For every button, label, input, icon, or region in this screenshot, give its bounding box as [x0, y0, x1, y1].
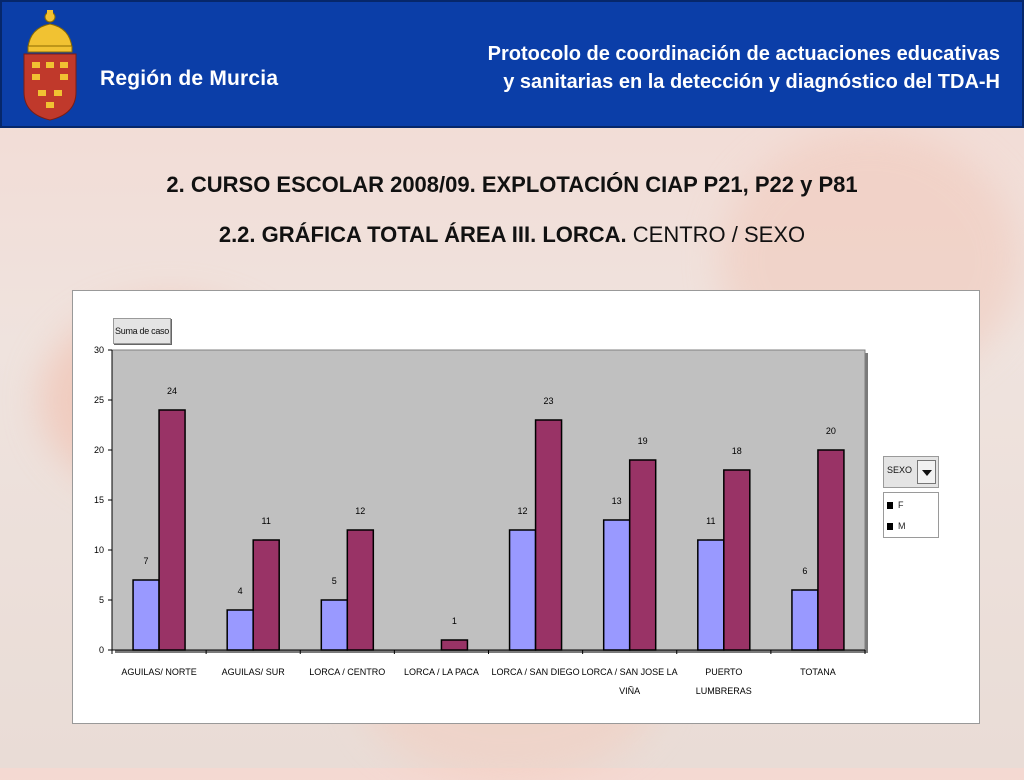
subtitle-bold: 2.2. GRÁFICA TOTAL ÁREA III. LORCA.	[218, 222, 627, 247]
y-tick-label: 25	[94, 395, 104, 405]
bar-m	[440, 639, 469, 651]
data-label: 12	[355, 506, 365, 516]
bar-m	[817, 449, 845, 651]
bar-m	[534, 419, 563, 651]
data-label: 6	[802, 566, 807, 576]
bar-m	[628, 459, 657, 651]
bar-f	[320, 599, 349, 651]
x-tick-label: TOTANA	[800, 667, 836, 677]
bar-m	[346, 529, 375, 651]
data-label: 4	[238, 586, 243, 596]
x-tick-label: PUERTO	[705, 667, 742, 677]
data-label: 7	[144, 556, 149, 566]
x-tick-label: LUMBRERAS	[696, 686, 752, 696]
logo-text: Región de Murcia	[100, 67, 279, 90]
bar-f	[508, 529, 537, 651]
header-title: Protocolo de coordinación de actuaciones…	[360, 40, 1000, 96]
data-label: 5	[332, 576, 337, 586]
legend-field-label: SEXO	[887, 465, 913, 475]
slide-header: Región de Murcia Protocolo de coordinaci…	[0, 0, 1024, 128]
data-label: 11	[262, 516, 271, 526]
bar-f	[791, 589, 819, 651]
data-label: 1	[452, 616, 457, 626]
data-field-button[interactable]: Suma de caso	[113, 318, 171, 344]
bar-m	[252, 539, 280, 651]
y-tick-label: 30	[94, 345, 104, 355]
y-tick-label: 20	[94, 445, 104, 455]
legend-field-button[interactable]: SEXO	[883, 456, 939, 488]
slide-subtitle: 2.2. GRÁFICA TOTAL ÁREA III. LORCA. CENT…	[0, 222, 1024, 248]
y-tick-label: 5	[99, 595, 104, 605]
header-title-line2: y sanitarias en la detección y diagnósti…	[503, 71, 1000, 93]
data-label: 11	[706, 516, 715, 526]
x-tick-label: LORCA / CENTRO	[309, 667, 385, 677]
bar-f	[602, 519, 631, 651]
legend-swatch-m	[887, 523, 893, 531]
x-tick-label: LORCA / LA PACA	[404, 667, 479, 677]
data-label: 19	[638, 436, 648, 446]
x-tick-label: VIÑA	[619, 686, 640, 696]
data-label: 18	[732, 446, 742, 456]
bar-m	[158, 409, 186, 651]
bar-m	[723, 469, 751, 651]
x-tick-label: AGUILAS/ NORTE	[121, 667, 196, 677]
data-label: 13	[612, 496, 622, 506]
subtitle-rest: CENTRO / SEXO	[626, 222, 806, 247]
bar-f	[226, 609, 254, 651]
legend-item-m: M	[887, 521, 906, 531]
region-logo: Región de Murcia	[20, 10, 280, 122]
chevron-down-icon[interactable]	[917, 460, 936, 484]
plot-area	[111, 349, 866, 651]
header-title-line1: Protocolo de coordinación de actuaciones…	[487, 43, 1000, 65]
data-label: 23	[544, 396, 554, 406]
x-tick-label: AGUILAS/ SUR	[222, 667, 286, 677]
x-tick-label: LORCA / SAN DIEGO	[492, 667, 580, 677]
bar-f	[697, 539, 725, 651]
legend-label-f: F	[898, 500, 904, 510]
legend-swatch-f	[887, 502, 893, 510]
data-label: 20	[826, 426, 836, 436]
coat-of-arms-icon	[23, 10, 77, 121]
x-tick-label: LORCA / SAN JOSE LA	[582, 667, 678, 677]
legend-item-f: F	[887, 500, 904, 510]
y-tick-label: 10	[94, 545, 104, 555]
data-label: 12	[518, 506, 528, 516]
slide-title: 2. CURSO ESCOLAR 2008/09. EXPLOTACIÓN CI…	[166, 172, 858, 197]
chart-legend: F M	[883, 492, 939, 538]
bar-f	[132, 579, 160, 651]
y-tick-label: 0	[99, 645, 104, 655]
data-label: 24	[167, 386, 177, 396]
legend-label-m: M	[898, 521, 906, 531]
y-tick-label: 15	[94, 495, 104, 505]
